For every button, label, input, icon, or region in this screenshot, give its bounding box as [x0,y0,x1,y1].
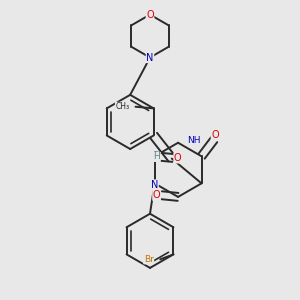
Text: Br: Br [144,255,154,264]
Text: CH₃: CH₃ [116,102,130,111]
Text: O: O [146,10,154,20]
Text: O: O [211,130,219,140]
Text: N: N [151,180,158,190]
Text: O: O [153,190,160,200]
Text: NH: NH [187,136,201,145]
Text: H: H [154,152,160,161]
Text: O: O [174,153,182,163]
Text: N: N [146,52,154,62]
